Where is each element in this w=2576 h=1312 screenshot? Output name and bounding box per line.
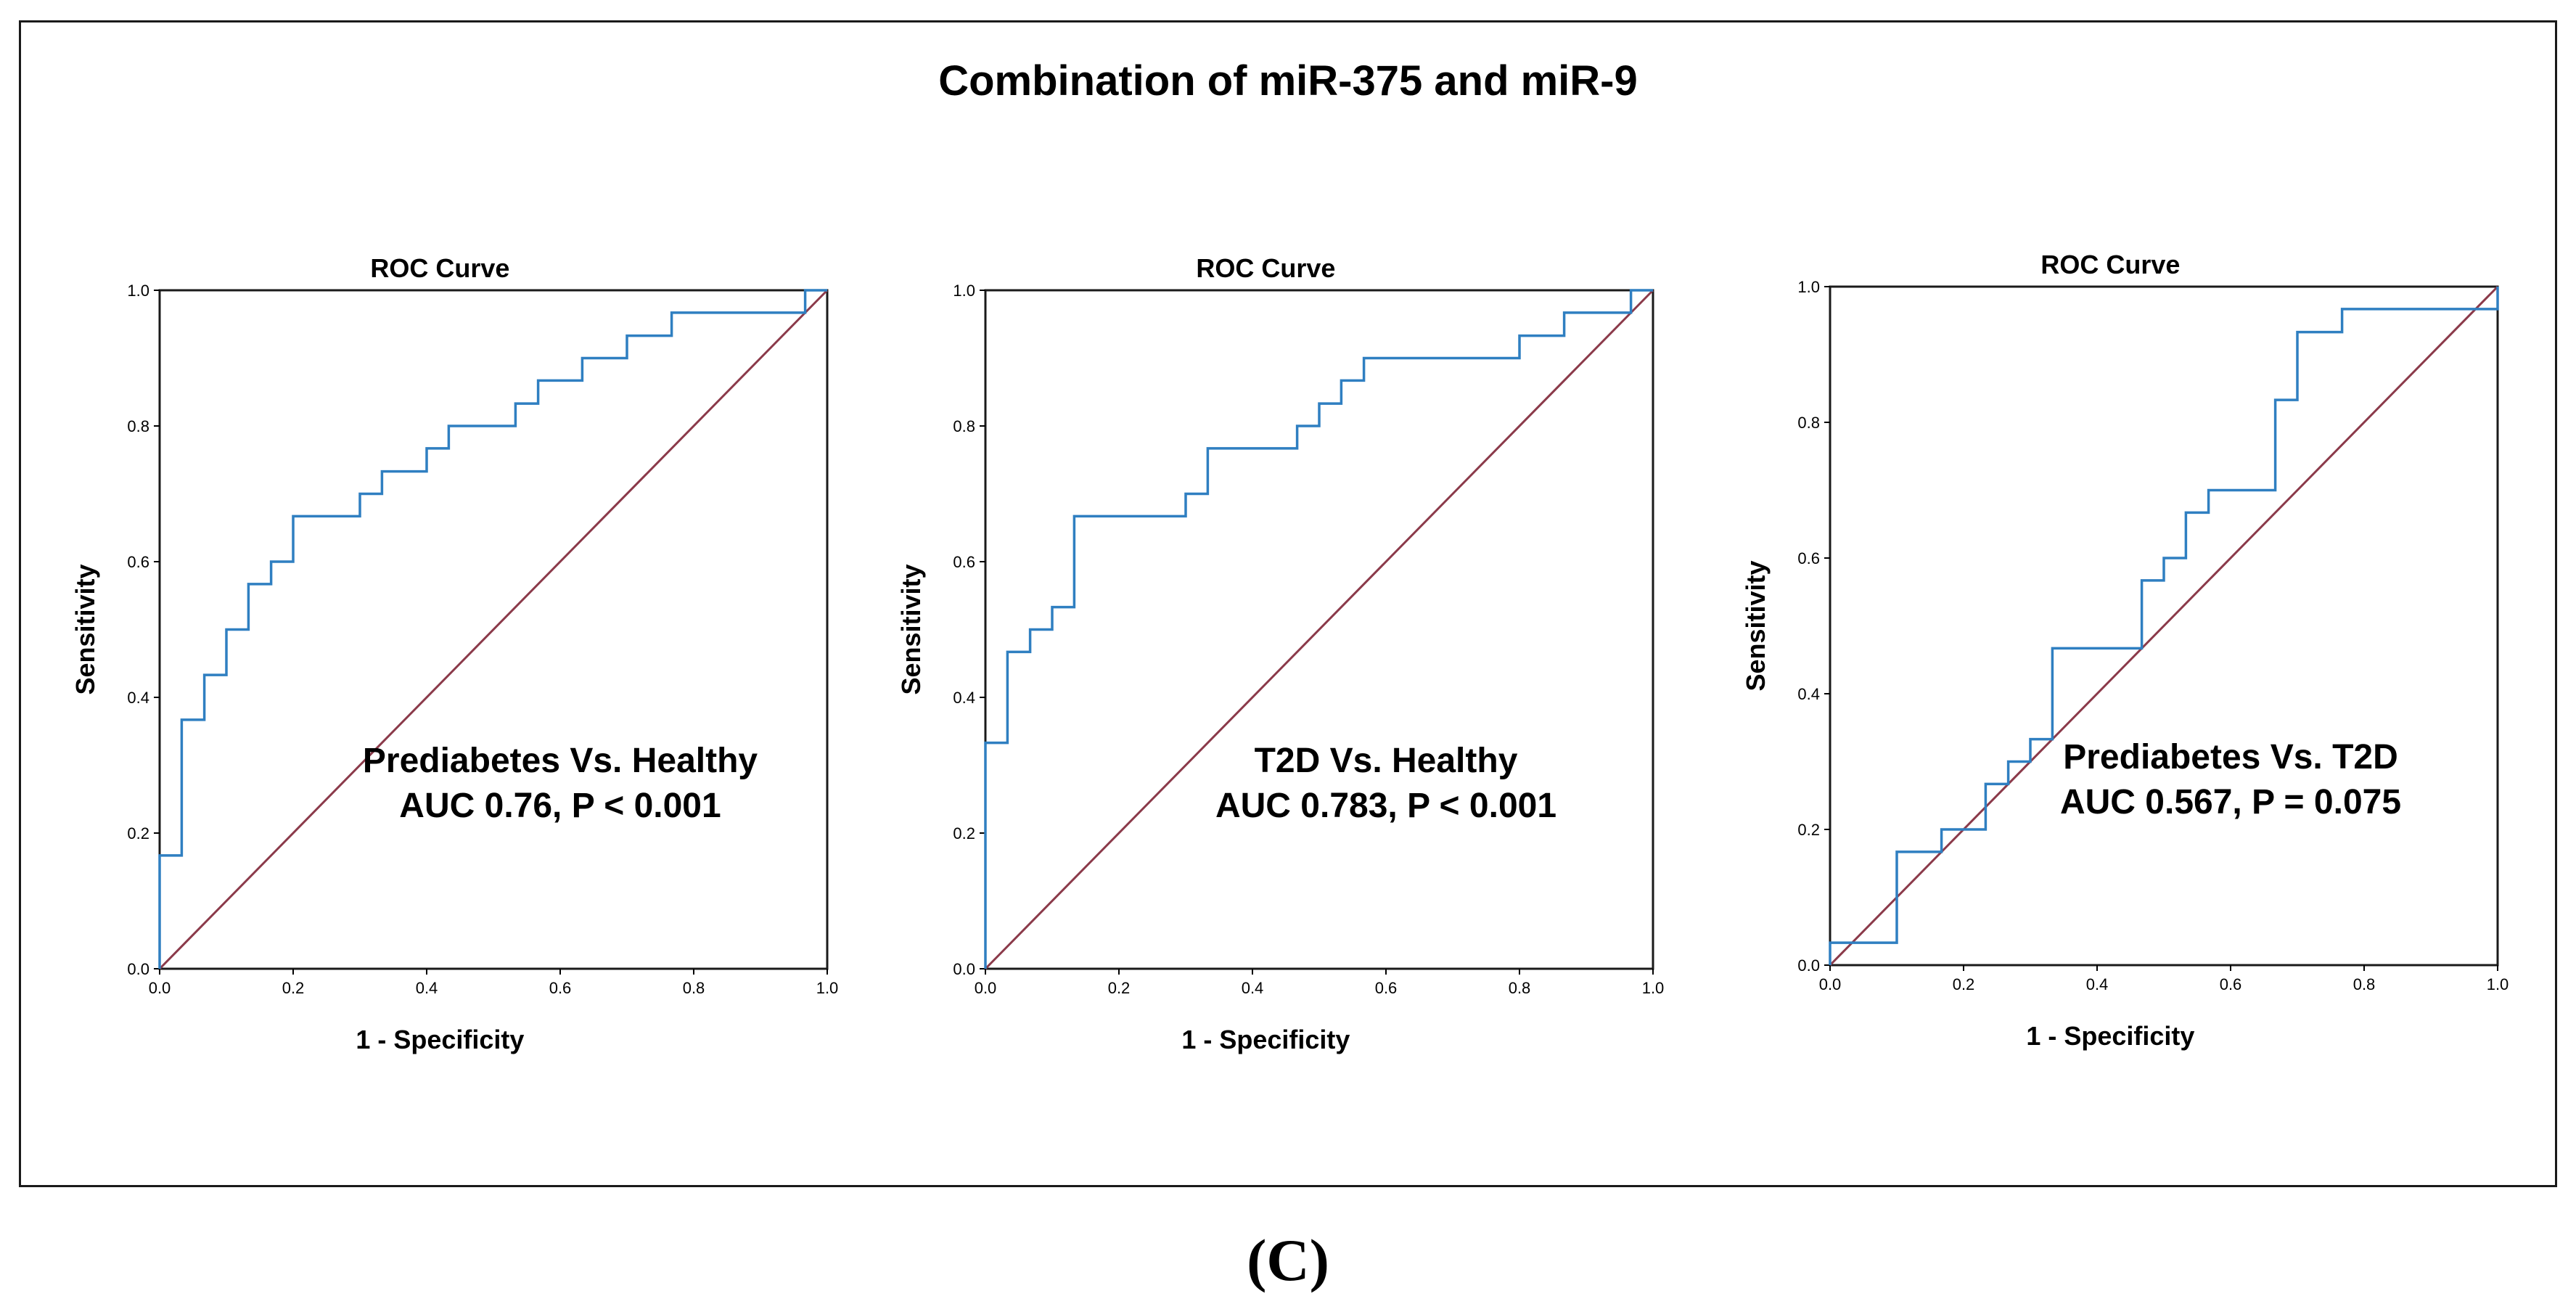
y-tick-label: 0.0: [1797, 956, 1820, 975]
roc-panel-t2d-vs-healthy: ROC Curve 0.0 0.2 0.4 0.6 0.8 1.0 0.0 0.2 0.4 0.6 0…: [896, 253, 1665, 1054]
plot-frame: [1829, 285, 2499, 967]
plot-frame: [984, 289, 1654, 970]
y-tick-label: 0.8: [953, 417, 975, 435]
reference-line: [158, 289, 829, 970]
y-tick-label: 0.2: [953, 824, 975, 842]
plot-title: ROC Curve: [2040, 250, 2180, 279]
figure-title: Combination of miR-375 and miR-9: [938, 57, 1638, 104]
auc-annotation: AUC 0.567, P = 0.075: [2060, 783, 2401, 821]
x-tick-label: 0.4: [2086, 975, 2109, 993]
y-tick-label: 1.0: [1797, 278, 1820, 296]
roc-curve: [984, 289, 1653, 969]
y-tick-label: 0.4: [953, 689, 975, 707]
y-tick-label: 0.6: [953, 553, 975, 571]
x-tick-label: 0.8: [1509, 979, 1531, 997]
y-tick-label: 0.8: [127, 417, 149, 435]
x-tick-label: 0.2: [1108, 979, 1131, 997]
x-tick-label: 0.2: [1953, 975, 1975, 993]
auc-annotation: AUC 0.783, P < 0.001: [1215, 787, 1556, 825]
roc-curve: [1829, 287, 2499, 965]
y-tick-label: 1.0: [953, 282, 975, 300]
y-tick-label: 0.6: [1797, 549, 1820, 567]
y-tick-label: 0.2: [127, 824, 149, 842]
x-axis-label: 1 - Specificity: [2026, 1021, 2194, 1051]
y-axis-label: Sensitivity: [1741, 560, 1771, 691]
y-tick-label: 0.0: [127, 960, 149, 978]
y-tick-label: 0.2: [1797, 821, 1820, 839]
x-axis-label: 1 - Specificity: [356, 1025, 524, 1054]
x-tick-label: 0.0: [149, 979, 171, 997]
auc-annotation: Prediabetes Vs. Healthy: [363, 742, 758, 780]
x-tick-label: 0.0: [1819, 975, 1842, 993]
reference-line: [984, 289, 1654, 970]
x-tick-label: 1.0: [1642, 979, 1665, 997]
y-tick-label: 1.0: [127, 282, 149, 300]
y-axis-label: Sensitivity: [70, 564, 100, 694]
x-tick-label: 1.0: [816, 979, 839, 997]
x-tick-label: 0.6: [2220, 975, 2242, 993]
panel-label: (C): [1247, 1227, 1329, 1293]
figure-frame: [19, 20, 2557, 1187]
x-tick-label: 0.0: [975, 979, 997, 997]
x-axis-label: 1 - Specificity: [1181, 1025, 1350, 1054]
y-tick-label: 0.4: [1797, 685, 1820, 703]
roc-curve: [158, 289, 827, 969]
reference-line: [1829, 285, 2499, 967]
y-tick-label: 0.6: [127, 553, 149, 571]
y-axis-label: Sensitivity: [896, 564, 926, 694]
x-tick-label: 0.4: [1242, 979, 1264, 997]
auc-annotation: Prediabetes Vs. T2D: [2063, 738, 2398, 776]
roc-panel-prediabetes-vs-healthy: ROC Curve 0.0 0.2 0.4 0.6 0.8 1.0 0.0 0.2 0.4 0.6 0…: [70, 253, 839, 1054]
x-tick-label: 0.8: [683, 979, 705, 997]
x-tick-label: 0.4: [416, 979, 438, 997]
x-tick-label: 0.2: [282, 979, 305, 997]
plot-title: ROC Curve: [1196, 253, 1335, 283]
plot-frame: [158, 289, 829, 970]
y-tick-label: 0.4: [127, 689, 149, 707]
y-tick-label: 0.0: [953, 960, 975, 978]
x-tick-label: 0.8: [2353, 975, 2376, 993]
x-tick-label: 1.0: [2487, 975, 2509, 993]
auc-annotation: T2D Vs. Healthy: [1255, 742, 1518, 780]
auc-annotation: AUC 0.76, P < 0.001: [399, 787, 721, 825]
plot-title: ROC Curve: [370, 253, 509, 283]
y-tick-label: 0.8: [1797, 414, 1820, 432]
x-tick-label: 0.6: [1375, 979, 1398, 997]
x-tick-label: 0.6: [549, 979, 572, 997]
roc-panel-prediabetes-vs-t2d: ROC Curve 0.0 0.2 0.4 0.6 0.8 1.0 0.0 0.2 0.4 0.6 0…: [1741, 250, 2509, 1051]
